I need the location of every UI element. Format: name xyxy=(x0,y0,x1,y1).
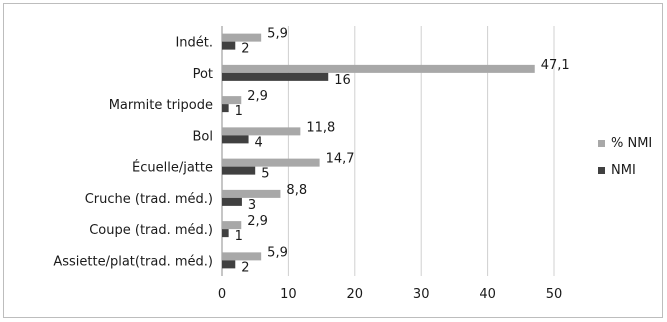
legend-label: % NMI xyxy=(611,136,652,151)
data-label: 1 xyxy=(235,104,243,119)
x-tick-labels: 0 10 20 30 40 50 xyxy=(218,287,562,302)
x-tick-label: 50 xyxy=(546,287,563,302)
bar-pct-nmi xyxy=(222,127,301,136)
x-tick-label: 20 xyxy=(347,287,364,302)
category-label: Cruche (trad. méd.) xyxy=(85,192,213,207)
data-label: 2,9 xyxy=(247,89,268,104)
legend-label: NMI xyxy=(611,163,636,178)
legend: % NMI NMI xyxy=(598,136,652,178)
data-label: 2,9 xyxy=(247,214,268,229)
bar-pct-nmi xyxy=(222,33,262,42)
data-label: 5 xyxy=(261,167,269,182)
bar-nmi xyxy=(222,41,236,50)
bar-pct-nmi xyxy=(222,252,262,261)
data-label: 5,9 xyxy=(267,27,288,42)
data-label: 2 xyxy=(241,42,249,57)
bar-pct-nmi xyxy=(222,64,535,73)
bar-nmi xyxy=(222,260,236,269)
category-label: Pot xyxy=(193,67,213,82)
bar-pct-nmi xyxy=(222,158,320,167)
category-label: Assiette/plat(trad. méd.) xyxy=(53,254,213,269)
x-tick-label: 30 xyxy=(413,287,430,302)
bar-nmi xyxy=(222,197,242,206)
bar-nmi xyxy=(222,104,229,113)
x-tick-label: 40 xyxy=(479,287,496,302)
category-labels: Indét. Pot Marmite tripode Bol Écuelle/jatte… xyxy=(53,36,213,270)
data-label: 47,1 xyxy=(541,58,570,73)
bar-nmi xyxy=(222,72,329,81)
bar-nmi xyxy=(222,166,256,175)
category-label: Écuelle/jatte xyxy=(132,160,213,176)
category-label: Coupe (trad. méd.) xyxy=(89,223,213,238)
bar-pct-nmi xyxy=(222,189,281,198)
data-label: 11,8 xyxy=(306,120,335,135)
data-label: 2 xyxy=(241,260,249,275)
data-label: 8,8 xyxy=(286,183,307,198)
data-label: 1 xyxy=(235,229,243,244)
bar-pct-nmi xyxy=(222,96,242,105)
gridlines xyxy=(221,26,555,276)
bars xyxy=(222,33,535,269)
category-label: Indét. xyxy=(175,36,213,51)
category-label: Bol xyxy=(193,129,213,144)
x-tick-label: 0 xyxy=(218,287,226,302)
bar-nmi xyxy=(222,135,249,144)
bar-nmi xyxy=(222,229,229,238)
x-tick-label: 10 xyxy=(280,287,297,302)
data-label: 14,7 xyxy=(326,152,355,167)
legend-swatch xyxy=(598,140,605,147)
category-label: Marmite tripode xyxy=(109,98,213,113)
data-label: 16 xyxy=(334,73,351,88)
data-label: 5,9 xyxy=(267,245,288,260)
legend-swatch xyxy=(598,167,605,174)
bar-pct-nmi xyxy=(222,221,242,230)
data-label: 4 xyxy=(255,135,263,150)
chart-frame xyxy=(3,3,663,318)
data-label: 3 xyxy=(248,198,256,213)
